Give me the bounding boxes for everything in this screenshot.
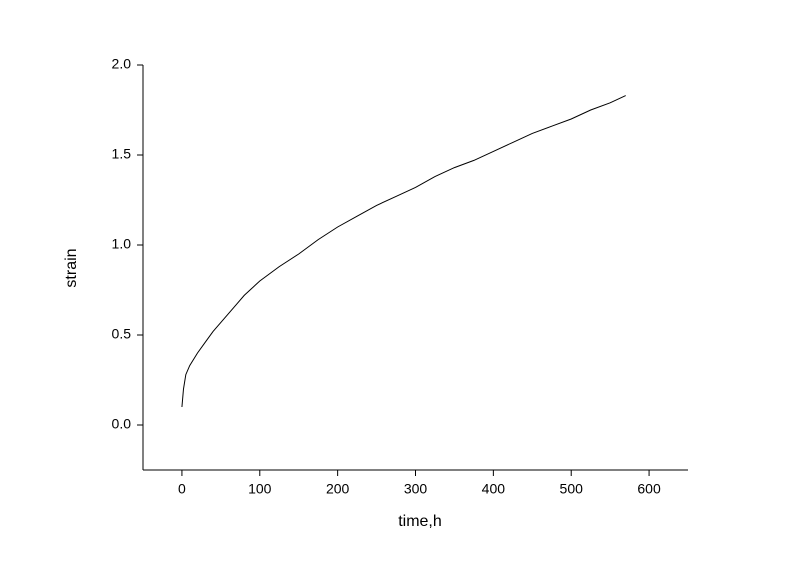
y-tick-label: 1.5 xyxy=(112,146,132,162)
x-tick-label: 100 xyxy=(248,481,272,497)
x-axis-label: time,h xyxy=(398,513,442,530)
y-tick-label: 2.0 xyxy=(112,56,132,72)
y-axis-label: strain xyxy=(63,248,80,287)
x-tick-label: 300 xyxy=(404,481,428,497)
x-tick-label: 400 xyxy=(482,481,506,497)
x-tick-label: 500 xyxy=(560,481,584,497)
y-tick-label: 0.5 xyxy=(112,326,132,342)
y-tick-label: 0.0 xyxy=(112,416,132,432)
x-tick-label: 600 xyxy=(637,481,661,497)
x-tick-label: 0 xyxy=(178,481,186,497)
y-tick-label: 1.0 xyxy=(112,236,132,252)
data-line xyxy=(181,95,626,408)
x-tick-label: 200 xyxy=(326,481,350,497)
